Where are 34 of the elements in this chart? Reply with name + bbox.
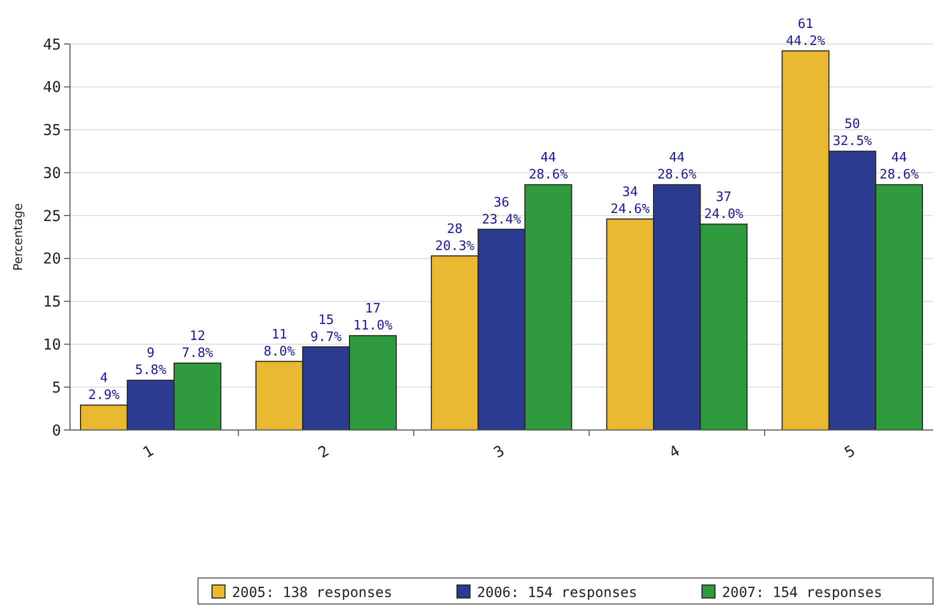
y-tick-label: 30 [42,164,61,182]
data-label: 44 28.6% [528,150,568,183]
y-tick-label: 0 [52,421,61,440]
data-label: 50 32.5% [832,117,872,150]
y-tick-label: 40 [42,78,61,96]
x-tick-label: 4 [666,442,683,462]
x-tick-label: 2 [315,442,332,462]
data-label: 37 24.0% [704,190,744,222]
data-label: 4 2.9% [88,371,120,404]
x-tick-label: 1 [140,442,157,462]
data-label: 61 44.2% [786,16,826,49]
y-tick-label: 10 [42,335,61,354]
y-tick-label: 20 [42,250,61,268]
data-label: 9 5.8% [135,346,167,378]
y-tick-label: 35 [42,121,61,140]
legend-label: 2005: 138 responses [232,584,392,601]
data-label: 28 20.3% [435,222,474,254]
data-label: 15 9.7% [310,312,342,345]
data-label: 11 8.0% [264,327,296,360]
legend-label: 2006: 154 responses [477,584,638,601]
y-tick-label: 25 [42,206,61,225]
data-label: 17 11.0% [353,302,393,334]
x-tick-label: 3 [490,442,508,462]
data-label: 34 24.6% [610,184,650,217]
y-tick-label: 15 [42,292,61,311]
y-tick-label: 5 [52,378,61,396]
data-label: 36 23.4% [482,195,522,228]
data-label: 44 28.6% [657,150,697,183]
y-tick-label: 45 [42,35,61,54]
legend-label: 2007: 154 responses [722,584,882,601]
data-label: 12 7.8% [182,329,214,362]
data-label: 44 28.6% [880,150,919,183]
x-tick-label: 5 [841,442,858,462]
y-axis-title: Percentage [11,203,25,271]
